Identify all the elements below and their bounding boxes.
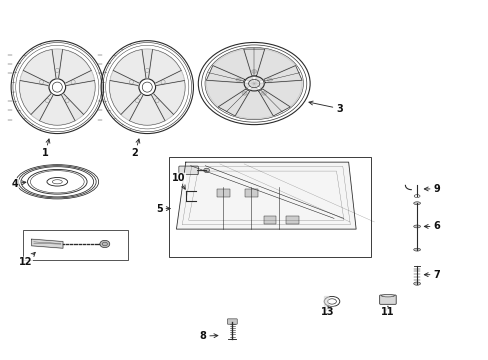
Text: 6: 6 bbox=[424, 221, 439, 231]
Circle shape bbox=[267, 78, 272, 82]
Polygon shape bbox=[153, 81, 185, 114]
Polygon shape bbox=[235, 84, 273, 119]
Polygon shape bbox=[65, 71, 94, 86]
Ellipse shape bbox=[413, 248, 420, 251]
Circle shape bbox=[251, 69, 256, 73]
FancyBboxPatch shape bbox=[244, 189, 257, 197]
Polygon shape bbox=[23, 49, 56, 83]
Polygon shape bbox=[109, 81, 141, 114]
Polygon shape bbox=[206, 66, 244, 83]
Polygon shape bbox=[258, 89, 290, 116]
Text: 3: 3 bbox=[308, 101, 342, 113]
Polygon shape bbox=[142, 49, 152, 78]
Polygon shape bbox=[63, 81, 95, 114]
Polygon shape bbox=[113, 49, 146, 83]
Polygon shape bbox=[151, 94, 173, 121]
FancyBboxPatch shape bbox=[379, 295, 395, 304]
Text: 9: 9 bbox=[424, 184, 439, 194]
Circle shape bbox=[236, 78, 241, 82]
Polygon shape bbox=[254, 80, 302, 107]
Polygon shape bbox=[20, 81, 51, 114]
FancyBboxPatch shape bbox=[179, 166, 198, 175]
Polygon shape bbox=[155, 71, 184, 86]
Polygon shape bbox=[110, 71, 139, 86]
Polygon shape bbox=[32, 239, 63, 248]
Circle shape bbox=[261, 91, 266, 95]
Polygon shape bbox=[243, 49, 264, 76]
Polygon shape bbox=[176, 162, 355, 229]
FancyBboxPatch shape bbox=[263, 216, 276, 224]
Polygon shape bbox=[31, 94, 53, 121]
Text: 1: 1 bbox=[41, 139, 50, 158]
Text: 4: 4 bbox=[12, 179, 26, 189]
Text: 5: 5 bbox=[156, 203, 170, 213]
Polygon shape bbox=[264, 66, 302, 83]
Ellipse shape bbox=[413, 202, 420, 204]
Polygon shape bbox=[20, 71, 49, 86]
Text: 2: 2 bbox=[131, 139, 140, 158]
FancyBboxPatch shape bbox=[227, 319, 237, 324]
Polygon shape bbox=[129, 95, 165, 125]
FancyBboxPatch shape bbox=[217, 189, 229, 197]
Text: 7: 7 bbox=[424, 270, 439, 280]
Text: 13: 13 bbox=[321, 306, 334, 317]
Text: 12: 12 bbox=[19, 252, 35, 267]
Polygon shape bbox=[148, 49, 181, 83]
Ellipse shape bbox=[413, 282, 420, 285]
Polygon shape bbox=[52, 49, 62, 78]
Polygon shape bbox=[212, 49, 254, 84]
Ellipse shape bbox=[413, 225, 420, 228]
Circle shape bbox=[242, 91, 246, 95]
Circle shape bbox=[203, 168, 209, 172]
Circle shape bbox=[100, 240, 109, 248]
Polygon shape bbox=[40, 95, 75, 125]
Polygon shape bbox=[324, 296, 327, 306]
Polygon shape bbox=[59, 49, 91, 83]
Polygon shape bbox=[218, 89, 249, 116]
Text: 10: 10 bbox=[172, 173, 185, 189]
Polygon shape bbox=[206, 80, 254, 107]
Text: 8: 8 bbox=[199, 331, 218, 341]
Text: 11: 11 bbox=[381, 306, 394, 317]
FancyBboxPatch shape bbox=[285, 216, 298, 224]
Polygon shape bbox=[61, 94, 83, 121]
Ellipse shape bbox=[381, 294, 394, 297]
Polygon shape bbox=[121, 94, 142, 121]
Polygon shape bbox=[254, 49, 295, 84]
